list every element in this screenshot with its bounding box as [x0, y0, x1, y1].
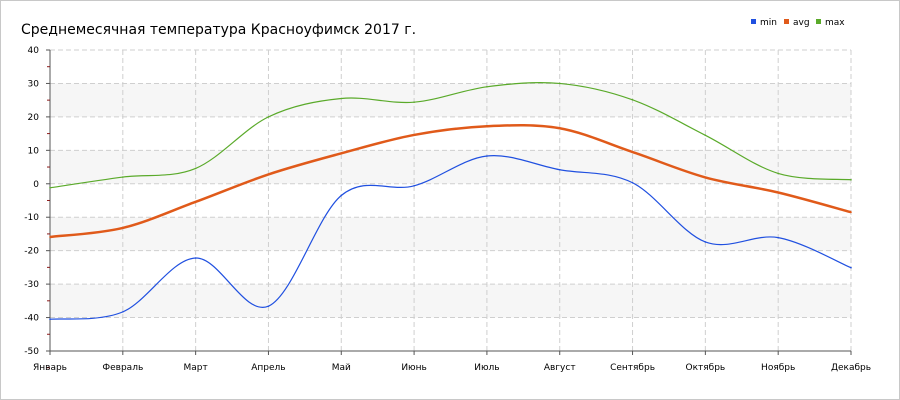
data-point-avg — [704, 176, 707, 179]
data-point-avg — [194, 201, 197, 203]
data-point-avg — [777, 191, 779, 194]
data-point-min — [850, 266, 852, 269]
x-tick-label: Июнь — [401, 363, 427, 373]
x-tick-label: Август — [544, 363, 576, 373]
y-tick-label: 20 — [28, 113, 40, 123]
grid-band — [50, 150, 851, 184]
data-point-avg — [49, 236, 51, 238]
data-point-max — [558, 82, 561, 85]
data-point-max — [631, 99, 634, 101]
x-tick-label: Март — [184, 363, 208, 373]
data-point-avg — [486, 125, 488, 128]
data-point-max — [122, 176, 124, 178]
y-tick-label: -20 — [24, 247, 39, 257]
y-tick-label: -40 — [24, 314, 39, 324]
x-tick-label: Ноябрь — [761, 363, 795, 373]
x-tick-label: Октябрь — [685, 363, 725, 373]
legend-label-min: min — [760, 18, 777, 28]
x-tick-label: Январь — [33, 363, 67, 373]
x-tick-label: Май — [332, 363, 351, 373]
legend-label-max: max — [825, 18, 845, 28]
data-point-avg — [558, 127, 561, 130]
data-point-min — [49, 318, 51, 321]
chart-title: Среднемесячная температура Красноуфимск … — [21, 22, 416, 38]
data-point-max — [704, 134, 707, 137]
data-point-min — [194, 257, 197, 259]
data-point-max — [194, 167, 197, 170]
data-point-avg — [850, 211, 852, 214]
legend-label-avg: avg — [793, 18, 810, 28]
data-point-avg — [340, 152, 343, 155]
y-tick-label: -10 — [24, 213, 39, 223]
y-tick-label: 0 — [33, 180, 39, 190]
data-point-avg — [122, 227, 124, 229]
data-point-avg — [267, 173, 270, 176]
data-point-min — [267, 305, 270, 307]
y-tick-label: 40 — [28, 46, 40, 56]
data-point-avg — [413, 134, 415, 136]
data-point-max — [340, 97, 343, 100]
y-tick-label: 10 — [28, 146, 40, 156]
data-point-min — [631, 181, 634, 184]
x-tick-label: Декабрь — [831, 363, 871, 373]
grid-band — [50, 83, 851, 117]
y-tick-label: 30 — [28, 79, 40, 89]
legend-swatch-avg — [784, 19, 789, 24]
data-point-min — [558, 168, 561, 171]
data-point-min — [486, 155, 488, 157]
data-point-min — [777, 236, 779, 239]
x-tick-label: Сентябрь — [610, 363, 655, 373]
data-point-min — [340, 194, 343, 197]
data-point-max — [413, 101, 415, 103]
grid-band — [50, 217, 851, 251]
data-point-avg — [631, 151, 634, 153]
data-point-max — [777, 172, 779, 175]
series-line-avg — [49, 123, 852, 239]
data-point-min — [413, 184, 415, 187]
grid-band — [50, 284, 851, 318]
x-tick-label: Апрель — [251, 363, 285, 373]
data-point-max — [850, 178, 852, 181]
legend-swatch-min — [751, 19, 756, 24]
y-tick-label: -30 — [24, 280, 39, 290]
data-point-max — [267, 116, 270, 118]
series-line-max — [49, 82, 852, 189]
data-point-max — [486, 85, 488, 88]
data-point-min — [704, 241, 707, 243]
y-tick-label: -50 — [24, 347, 39, 357]
data-point-max — [49, 186, 51, 189]
x-tick-label: Февраль — [102, 363, 143, 373]
legend-swatch-max — [816, 19, 821, 24]
x-tick-label: Июль — [474, 363, 499, 373]
data-point-min — [122, 311, 124, 313]
